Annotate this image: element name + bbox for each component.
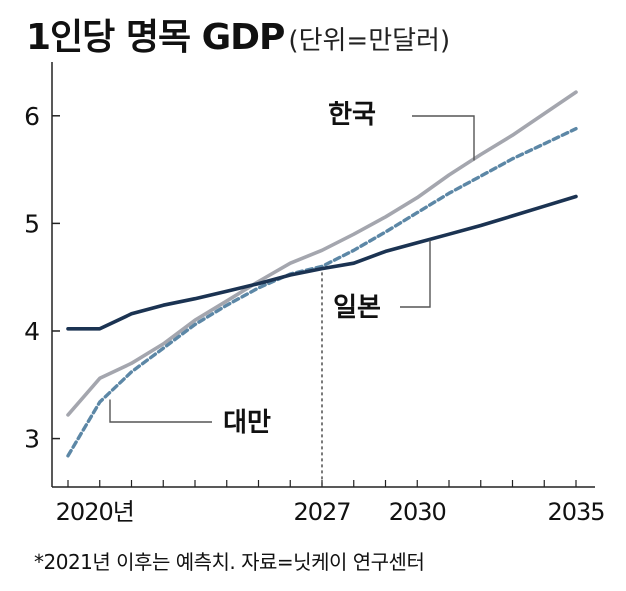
series-label-대만: 대만 — [223, 408, 271, 438]
y-tick-label: 5 — [24, 209, 40, 238]
series-label-한국: 한국 — [328, 100, 376, 130]
series-line-일본 — [66, 194, 578, 331]
x-tick-label: 2035 — [547, 498, 604, 526]
chart-title: 1인당 명목 GDP — [26, 17, 285, 58]
chart-axes: 3 4 5 6 2020년 2027 2030 2035 — [24, 62, 606, 526]
series-leader-일본 — [400, 240, 431, 308]
x-tick-label: 2020년 — [56, 498, 134, 526]
x-tick-label: 2030 — [389, 498, 446, 526]
y-tick-label: 3 — [24, 425, 40, 454]
y-tick-label: 6 — [24, 102, 40, 131]
series-label-leaders — [109, 115, 475, 423]
series-label-일본: 일본 — [333, 293, 381, 323]
y-tick-label: 4 — [24, 317, 40, 346]
footnote: *2021년 이후는 예측치. 자료=닛케이 연구센터 — [34, 550, 425, 574]
chart-series — [66, 90, 578, 458]
series-leader-한국 — [412, 115, 475, 161]
chart-header: 1인당 명목 GDP (단위=만달러) — [26, 8, 450, 60]
series-leader-대만 — [109, 399, 212, 423]
series-line-대만 — [66, 126, 578, 458]
chart-unit: (단위=만달러) — [288, 26, 451, 56]
x-tick-label: 2027 — [293, 498, 350, 526]
series-line-한국 — [66, 90, 578, 417]
